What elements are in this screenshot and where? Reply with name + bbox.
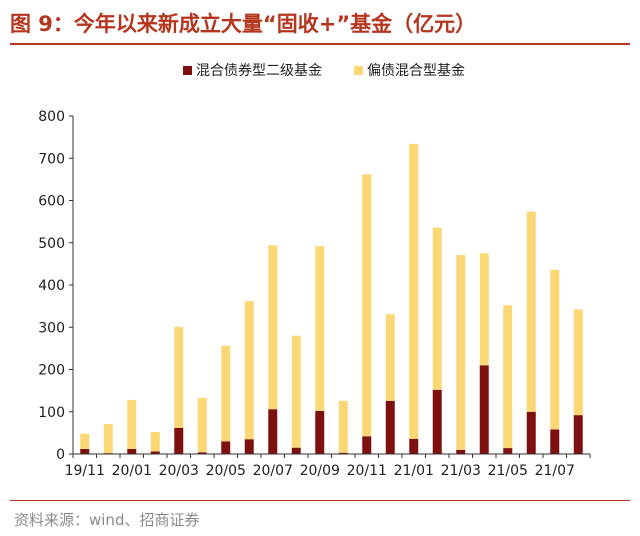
bar-secondary-bond-fund xyxy=(221,441,231,454)
bar-secondary-bond-fund xyxy=(197,452,207,454)
bar-secondary-bond-fund xyxy=(315,410,325,454)
bar-partial-debt-hybrid-fund xyxy=(479,253,489,366)
y-tick-label: 200 xyxy=(38,363,65,379)
bar-partial-debt-hybrid-fund xyxy=(432,227,442,390)
bar-secondary-bond-fund xyxy=(268,409,278,454)
x-tick-label: 20/05 xyxy=(206,463,246,479)
x-tick-label: 20/03 xyxy=(159,463,199,479)
legend-label-partial-debt: 偏债混合型基金 xyxy=(367,62,465,79)
bar-secondary-bond-fund xyxy=(432,389,442,454)
bar-secondary-bond-fund xyxy=(362,436,372,454)
bar-partial-debt-hybrid-fund xyxy=(573,309,583,416)
source-divider xyxy=(10,500,630,501)
y-tick-label: 500 xyxy=(38,236,65,252)
x-tick-label: 20/09 xyxy=(300,463,340,479)
y-tick-label: 100 xyxy=(38,405,65,421)
bar-secondary-bond-fund xyxy=(526,411,536,454)
y-tick-label: 300 xyxy=(38,320,65,336)
bar-partial-debt-hybrid-fund xyxy=(268,245,278,410)
bar-secondary-bond-fund xyxy=(503,448,513,454)
y-tick-label: 700 xyxy=(38,151,65,167)
bar-partial-debt-hybrid-fund xyxy=(174,326,184,428)
bar-partial-debt-hybrid-fund xyxy=(338,400,348,453)
bar-secondary-bond-fund xyxy=(338,452,348,454)
y-tick-label: 600 xyxy=(38,194,65,210)
x-tick-label: 21/05 xyxy=(488,463,528,479)
bar-partial-debt-hybrid-fund xyxy=(244,301,254,440)
legend-swatch-secondary-bond xyxy=(183,66,192,75)
bar-partial-debt-hybrid-fund xyxy=(197,397,207,453)
stacked-bar-chart: 混合债券型二级基金 偏债混合型基金 0 100 200 300 400 500 600 700… xyxy=(38,62,591,479)
bar-secondary-bond-fund xyxy=(291,447,301,454)
bar-partial-debt-hybrid-fund xyxy=(550,269,560,430)
bar-partial-debt-hybrid-fund xyxy=(409,143,419,439)
bar-secondary-bond-fund xyxy=(244,439,254,454)
bar-partial-debt-hybrid-fund xyxy=(503,305,513,449)
x-tick-label: 20/01 xyxy=(112,463,152,479)
y-tick-label: 400 xyxy=(38,278,65,294)
bar-secondary-bond-fund xyxy=(127,448,137,454)
title-divider xyxy=(10,43,630,45)
bar-secondary-bond-fund xyxy=(80,448,90,454)
y-axis: 0 100 200 300 400 500 600 700 800 xyxy=(38,109,74,463)
bar-partial-debt-hybrid-fund xyxy=(103,424,113,454)
legend-label-secondary-bond: 混合债券型二级基金 xyxy=(196,62,322,79)
legend: 混合债券型二级基金 偏债混合型基金 xyxy=(183,62,465,79)
bar-secondary-bond-fund xyxy=(385,400,395,454)
bar-partial-debt-hybrid-fund xyxy=(526,211,536,412)
bar-partial-debt-hybrid-fund xyxy=(456,255,466,450)
chart-title: 图 9：今年以来新成立大量“固收+”基金（亿元） xyxy=(10,12,477,36)
bar-partial-debt-hybrid-fund xyxy=(221,345,231,442)
bar-series xyxy=(80,143,583,454)
source-note: 资料来源：wind、招商证券 xyxy=(14,511,200,529)
bar-secondary-bond-fund xyxy=(409,438,419,454)
bar-partial-debt-hybrid-fund xyxy=(80,433,90,449)
x-axis: 19/11 20/01 20/03 20/05 20/07 20/09 20/11 21/01… xyxy=(65,453,591,479)
bar-secondary-bond-fund xyxy=(174,427,184,454)
x-tick-label: 20/11 xyxy=(347,463,387,479)
legend-swatch-partial-debt xyxy=(354,66,363,75)
bar-secondary-bond-fund xyxy=(479,365,489,454)
x-tick-label: 21/03 xyxy=(441,463,481,479)
bar-secondary-bond-fund xyxy=(550,429,560,454)
x-tick-label: 19/11 xyxy=(65,463,105,479)
y-tick-label: 800 xyxy=(38,109,65,125)
bar-secondary-bond-fund xyxy=(456,449,466,454)
x-tick-label: 20/07 xyxy=(253,463,293,479)
bar-partial-debt-hybrid-fund xyxy=(362,174,372,437)
y-tick-label: 0 xyxy=(56,447,65,463)
bar-secondary-bond-fund xyxy=(150,451,160,454)
bar-partial-debt-hybrid-fund xyxy=(385,314,395,401)
bar-partial-debt-hybrid-fund xyxy=(315,246,325,411)
bar-secondary-bond-fund xyxy=(573,415,583,454)
bar-partial-debt-hybrid-fund xyxy=(150,432,160,452)
bar-partial-debt-hybrid-fund xyxy=(127,399,137,449)
x-tick-label: 21/01 xyxy=(394,463,434,479)
bar-partial-debt-hybrid-fund xyxy=(291,335,301,448)
x-tick-label: 21/07 xyxy=(535,463,575,479)
